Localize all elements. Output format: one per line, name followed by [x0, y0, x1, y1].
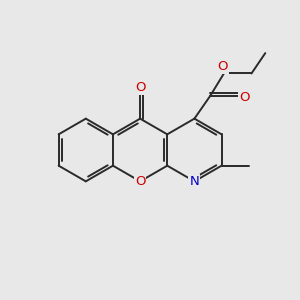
- Text: O: O: [135, 175, 146, 188]
- Text: O: O: [239, 91, 250, 104]
- Text: N: N: [190, 175, 199, 188]
- Text: O: O: [217, 60, 228, 74]
- Text: O: O: [135, 81, 146, 94]
